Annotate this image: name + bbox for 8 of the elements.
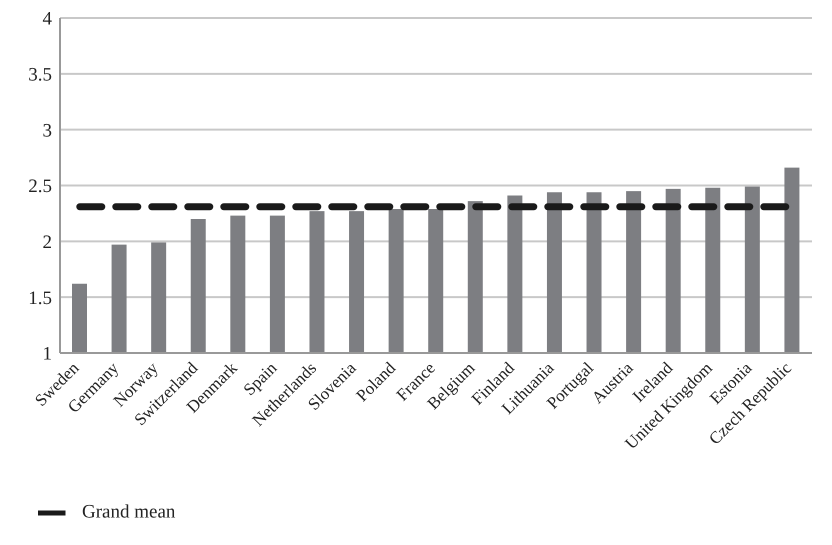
- y-tick-label: 2.5: [28, 176, 52, 198]
- y-tick-label: 1.5: [28, 288, 52, 309]
- y-tick-label: 4: [42, 8, 52, 30]
- y-tick-label: 2: [42, 232, 52, 254]
- y-tick-label: 3.5: [28, 64, 52, 86]
- y-tick-label: 3: [42, 120, 52, 142]
- y-tick-label: 1: [42, 344, 52, 365]
- legend-label: Grand mean: [82, 501, 176, 522]
